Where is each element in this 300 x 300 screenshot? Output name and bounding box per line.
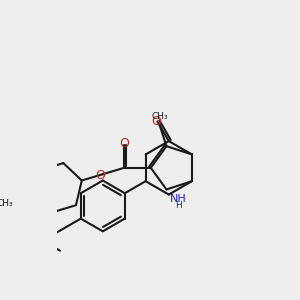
Text: O: O — [119, 137, 129, 150]
Text: H: H — [175, 201, 182, 210]
Text: O: O — [96, 169, 106, 182]
Text: CH₃: CH₃ — [0, 199, 13, 208]
Text: NH: NH — [170, 194, 187, 204]
Text: CH₃: CH₃ — [151, 112, 168, 121]
Text: O: O — [151, 115, 161, 128]
